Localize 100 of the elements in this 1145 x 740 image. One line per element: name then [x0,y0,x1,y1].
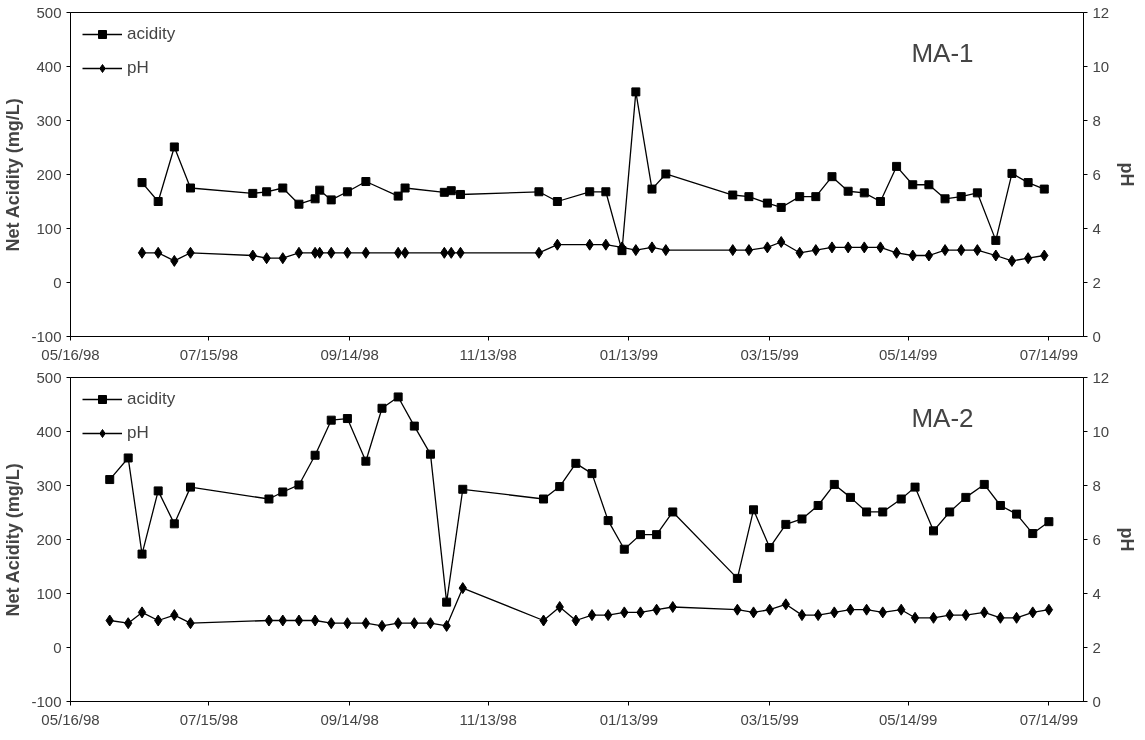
point [425,449,435,459]
y-tick-label: 400 [36,422,62,440]
point [294,480,304,490]
point [294,199,304,209]
y-tick-label: 300 [36,476,62,494]
legend-label: acidity [127,24,176,44]
y2-tick-label: 0 [1092,327,1101,345]
point [278,183,288,193]
y2-tick-label: 10 [1092,57,1110,75]
point [123,453,133,463]
legend-label: pH [127,58,149,78]
point [409,421,419,431]
point [956,192,966,202]
point [262,187,272,197]
point [668,507,678,517]
point [910,482,920,492]
point [979,479,989,489]
point [601,238,611,251]
point [248,188,258,198]
point [1023,178,1033,188]
x-tick-label: 07/15/98 [179,345,239,363]
x-tick-label: 03/15/99 [740,345,799,363]
point [896,494,906,504]
x-tick-label: 11/13/98 [459,345,517,363]
point [631,244,641,257]
point [571,458,581,468]
point [668,601,677,613]
point [661,244,671,257]
point [400,183,410,193]
y-axis-title: Net Acidity (mg/L) [3,98,24,252]
point [647,241,657,254]
point [361,177,371,187]
point [813,500,823,510]
x-tick-label: 05/14/99 [878,345,938,363]
x-tick-label: 05/16/98 [41,345,100,363]
point [1007,254,1017,267]
x-tick-label: 07/14/99 [1019,710,1079,728]
legend-label: acidity [127,389,176,409]
point [534,187,544,197]
point [1044,603,1054,616]
point [972,188,982,198]
point [827,241,837,254]
point [361,246,371,259]
point [185,183,195,193]
y-tick-label: 0 [53,273,62,291]
point [652,530,662,540]
y2-tick-label: 0 [1092,692,1101,710]
point [661,169,671,179]
y2-tick-label: 4 [1092,584,1101,602]
point [910,611,920,624]
x-tick-label: 05/14/99 [878,710,938,728]
point [647,184,657,194]
point [137,606,147,619]
y-tick-label: 300 [36,111,62,129]
point [442,597,452,607]
point [105,475,115,485]
point [797,514,807,524]
point [777,236,786,248]
y2-tick-label: 6 [1092,165,1101,183]
point [601,187,611,197]
y2-tick-label: 12 [1092,368,1110,386]
point [945,507,955,517]
point [811,192,821,202]
point [137,549,147,559]
point [169,142,179,152]
point [1044,517,1054,527]
point [995,500,1005,510]
point [153,197,163,206]
y-tick-label: 100 [36,584,62,602]
point [342,414,352,424]
point [1039,184,1049,194]
point [635,530,645,540]
point [845,492,855,502]
point [862,507,872,517]
point [326,415,336,425]
x-tick-label: 01/13/99 [599,345,659,363]
point [603,609,613,622]
y2-tick-label: 4 [1092,219,1101,237]
point [455,189,465,199]
point [587,469,597,479]
point [878,507,888,517]
point [185,482,195,492]
point [619,544,629,554]
point [294,246,304,259]
point [377,619,387,632]
point [571,614,581,627]
y-tick-label: -100 [31,692,62,710]
point [781,519,791,529]
y2-tick-label: 8 [1092,476,1101,494]
point [315,185,325,195]
y2-tick-label: 8 [1092,111,1101,129]
point [749,505,759,515]
y-tick-label: 400 [36,57,62,75]
point [278,487,288,497]
y2-tick-label: 12 [1092,3,1110,21]
y-tick-label: 200 [36,530,62,548]
point [400,246,410,259]
x-tick-label: 07/14/99 [1019,345,1079,363]
point [908,180,918,190]
point [169,519,179,529]
